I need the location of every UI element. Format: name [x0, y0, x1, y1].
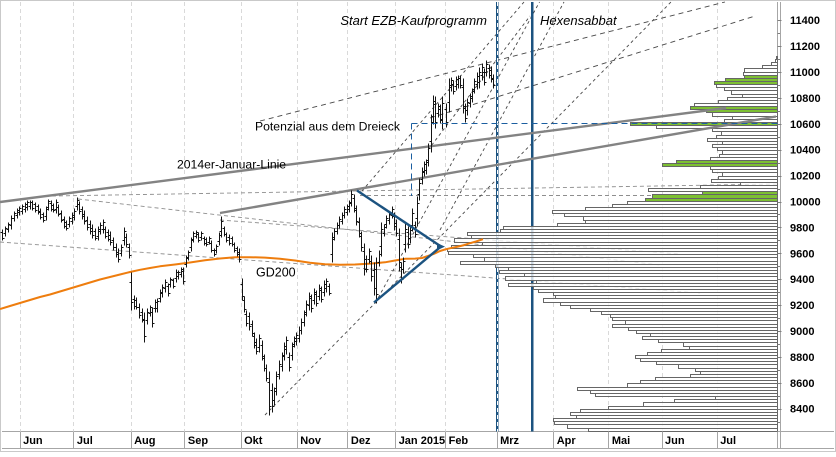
svg-text:9400: 9400 — [790, 274, 814, 286]
svg-text:Jul: Jul — [720, 435, 736, 447]
svg-text:Feb: Feb — [449, 435, 469, 447]
svg-text:8400: 8400 — [790, 404, 814, 416]
svg-text:GD200: GD200 — [256, 266, 296, 280]
svg-text:Jan 2015: Jan 2015 — [399, 435, 445, 447]
svg-text:8800: 8800 — [790, 352, 814, 364]
svg-text:10400: 10400 — [790, 145, 821, 157]
svg-text:9800: 9800 — [790, 222, 814, 234]
svg-text:11400: 11400 — [790, 15, 820, 27]
svg-text:11000: 11000 — [790, 67, 820, 79]
svg-text:Mai: Mai — [612, 435, 630, 447]
svg-text:9200: 9200 — [790, 300, 814, 312]
svg-text:Aug: Aug — [134, 435, 155, 447]
svg-text:10800: 10800 — [790, 93, 821, 105]
svg-text:Dez: Dez — [351, 435, 371, 447]
svg-text:Nov: Nov — [300, 435, 322, 447]
svg-text:Jun: Jun — [23, 435, 43, 447]
svg-text:2014er-Januar-Linie: 2014er-Januar-Linie — [177, 158, 286, 172]
svg-text:Jun: Jun — [665, 435, 685, 447]
svg-text:Jul: Jul — [77, 435, 93, 447]
svg-text:Hexensabbat: Hexensabbat — [540, 13, 618, 28]
svg-text:Start EZB-Kaufprogramm: Start EZB-Kaufprogramm — [340, 13, 487, 28]
svg-text:Okt: Okt — [244, 435, 263, 447]
svg-text:Potenzial aus dem Dreieck: Potenzial aus dem Dreieck — [255, 120, 401, 134]
svg-text:10200: 10200 — [790, 171, 821, 183]
svg-text:8600: 8600 — [790, 378, 814, 390]
svg-text:Mrz: Mrz — [500, 435, 519, 447]
svg-text:Apr: Apr — [557, 435, 577, 447]
svg-text:9600: 9600 — [790, 248, 814, 260]
svg-text:11200: 11200 — [790, 41, 820, 53]
svg-text:Sep: Sep — [188, 435, 208, 447]
svg-text:9000: 9000 — [790, 326, 814, 338]
svg-text:10600: 10600 — [790, 119, 821, 131]
svg-text:10000: 10000 — [790, 197, 821, 209]
